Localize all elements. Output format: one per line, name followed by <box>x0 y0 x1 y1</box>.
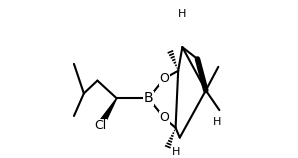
Text: H: H <box>178 9 187 19</box>
Text: H: H <box>213 117 221 127</box>
Text: Cl: Cl <box>94 119 106 132</box>
Text: O: O <box>159 72 169 85</box>
Text: H: H <box>171 147 180 157</box>
Text: O: O <box>159 111 169 125</box>
Text: B: B <box>144 91 153 105</box>
Polygon shape <box>97 98 117 128</box>
